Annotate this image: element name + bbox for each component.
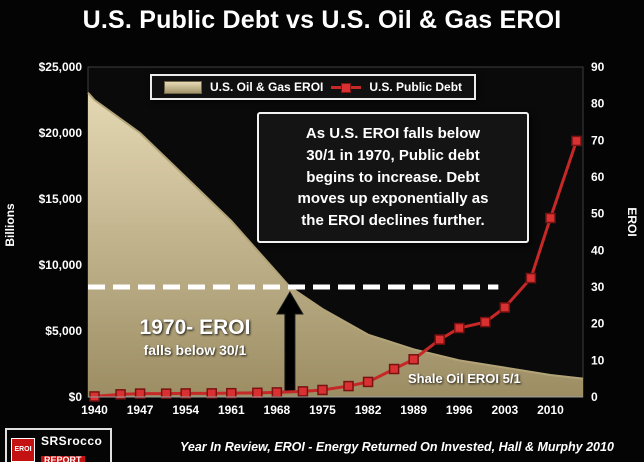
svg-text:1975: 1975 bbox=[309, 403, 336, 417]
annotation-line: 30/1 in 1970, Public debt bbox=[306, 146, 480, 164]
legend-label-debt: U.S. Public Debt bbox=[369, 80, 463, 94]
logo-text: SRSrocco REPORT bbox=[41, 432, 102, 462]
svg-text:10: 10 bbox=[591, 353, 605, 367]
svg-text:1947: 1947 bbox=[127, 403, 154, 417]
annotation-line: the EROI declines further. bbox=[301, 212, 485, 229]
svg-text:1968: 1968 bbox=[264, 403, 291, 417]
callout-1970: 1970- EROI falls below 30/1 bbox=[110, 316, 280, 358]
eroi-area-swatch-icon bbox=[164, 80, 202, 94]
svg-text:$20,000: $20,000 bbox=[39, 126, 83, 140]
svg-text:1996: 1996 bbox=[446, 403, 473, 417]
svg-text:30: 30 bbox=[591, 280, 605, 294]
logo-report: REPORT bbox=[41, 455, 85, 462]
right-axis-title: EROI bbox=[625, 207, 639, 237]
logo-name: SRSrocco bbox=[41, 434, 103, 448]
svg-text:$25,000: $25,000 bbox=[39, 60, 83, 74]
svg-text:$10,000: $10,000 bbox=[39, 258, 83, 272]
svg-text:50: 50 bbox=[591, 207, 605, 221]
svg-text:$0: $0 bbox=[69, 390, 83, 404]
eroi-badge-icon: EROI bbox=[11, 437, 35, 462]
svg-text:40: 40 bbox=[591, 243, 605, 257]
svg-text:0: 0 bbox=[591, 390, 598, 404]
svg-text:1961: 1961 bbox=[218, 403, 245, 417]
svg-text:60: 60 bbox=[591, 170, 605, 184]
source-citation: Year In Review, EROI - Energy Returned O… bbox=[180, 440, 614, 454]
svg-text:1982: 1982 bbox=[355, 403, 382, 417]
debt-line-swatch-icon bbox=[331, 82, 362, 93]
annotation-line: As U.S. EROI falls below bbox=[305, 125, 481, 142]
debt-line-swatch-marker bbox=[341, 82, 352, 93]
svg-text:$5,000: $5,000 bbox=[45, 324, 82, 338]
callout-1970-subtitle: falls below 30/1 bbox=[143, 342, 247, 358]
svg-text:70: 70 bbox=[591, 133, 605, 147]
svg-text:80: 80 bbox=[591, 97, 605, 111]
svg-text:90: 90 bbox=[591, 60, 605, 74]
legend-label-eroi: U.S. Oil & Gas EROI bbox=[210, 80, 324, 94]
annotation-line: begins to increase. Debt bbox=[306, 168, 480, 186]
callout-1970-title: 1970- EROI bbox=[139, 316, 251, 339]
left-axis-title: Billions bbox=[3, 203, 17, 247]
svg-text:1940: 1940 bbox=[81, 403, 108, 417]
svg-text:2003: 2003 bbox=[491, 403, 518, 417]
chart-legend: U.S. Oil & Gas EROI U.S. Public Debt bbox=[150, 74, 477, 100]
svg-text:2010: 2010 bbox=[537, 403, 564, 417]
svg-text:$15,000: $15,000 bbox=[39, 192, 83, 206]
annotation-box: As U.S. EROI falls below 30/1 in 1970, P… bbox=[257, 112, 529, 243]
svg-text:1954: 1954 bbox=[172, 403, 199, 417]
svg-text:1989: 1989 bbox=[400, 403, 427, 417]
srsrocco-logo: EROI SRSrocco REPORT bbox=[5, 428, 113, 462]
chart-title: U.S. Public Debt vs U.S. Oil & Gas EROI bbox=[82, 6, 562, 34]
shale-oil-label: Shale Oil EROI 5/1 bbox=[408, 371, 521, 386]
annotation-line: moves up exponentially as bbox=[297, 190, 489, 208]
svg-text:20: 20 bbox=[591, 317, 605, 331]
